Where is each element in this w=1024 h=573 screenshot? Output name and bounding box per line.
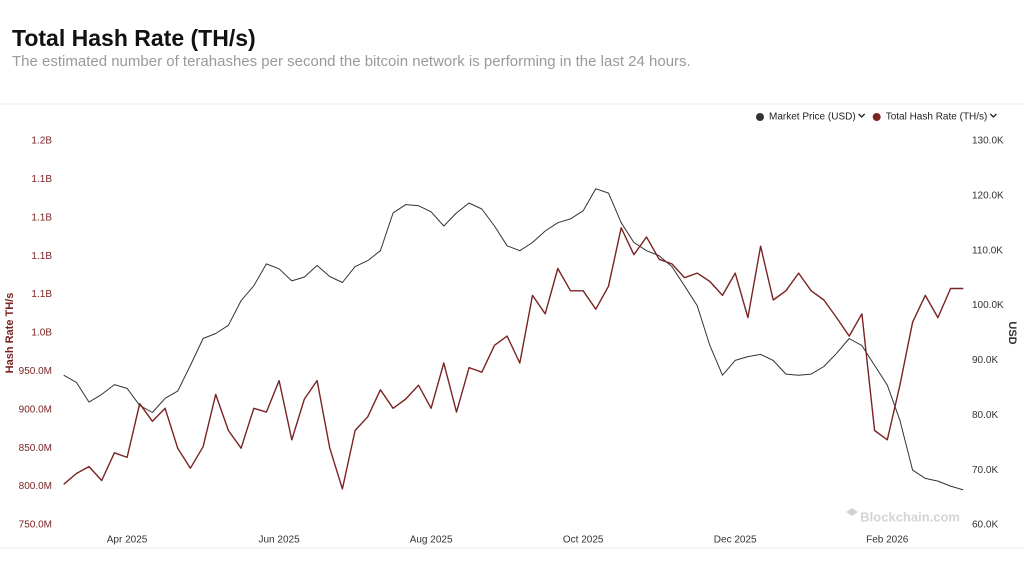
legend-chevron [989,113,997,118]
watermark-logo [846,508,858,516]
y-axis-label: Hash Rate TH/s [4,293,16,374]
series-line [63,188,964,491]
chart-title: Total Hash Rate (TH/s) [12,25,256,51]
x-tick-label: Jun 2025 [259,535,301,546]
series-line [63,227,964,490]
y2-tick-label: 100.0K [972,300,1004,311]
y-tick-label: 1.1B [31,289,52,300]
y2-axis-label: USD [1006,321,1018,344]
x-tick-label: Dec 2025 [714,535,757,546]
y2-tick-label: 70.0K [972,465,998,476]
y-tick-label: 1.0B [31,328,52,339]
y2-tick-label: 60.0K [972,520,998,531]
y-tick-label: 1.1B [31,174,52,185]
y2-tick-label: 80.0K [972,410,998,421]
y2-tick-label: 90.0K [972,355,998,366]
x-tick-label: Aug 2025 [410,535,453,546]
x-tick-label: Oct 2025 [563,535,604,546]
y-tick-label: 1.1B [31,212,52,223]
legend-label[interactable]: Market Price (USD) [769,112,856,123]
y2-tick-label: 120.0K [972,190,1004,201]
legend-marker [756,113,764,121]
legend-chevron [858,113,866,118]
x-tick-label: Feb 2026 [866,535,909,546]
y-tick-label: 1.1B [31,251,52,262]
y-tick-label: 850.0M [19,443,52,454]
watermark: Blockchain.com [860,509,960,524]
y-tick-label: 800.0M [19,481,52,492]
chart-subtitle: The estimated number of terahashes per s… [12,53,691,70]
y-tick-label: 750.0M [19,520,52,531]
y-tick-label: 950.0M [19,366,52,377]
y-tick-label: 900.0M [19,404,52,415]
y2-tick-label: 130.0K [972,136,1004,147]
y2-tick-label: 110.0K [972,245,1003,256]
legend-marker [872,113,881,121]
x-tick-label: Apr 2025 [107,535,148,546]
legend-label[interactable]: Total Hash Rate (TH/s) [886,112,988,123]
y-tick-label: 1.2B [31,136,52,147]
